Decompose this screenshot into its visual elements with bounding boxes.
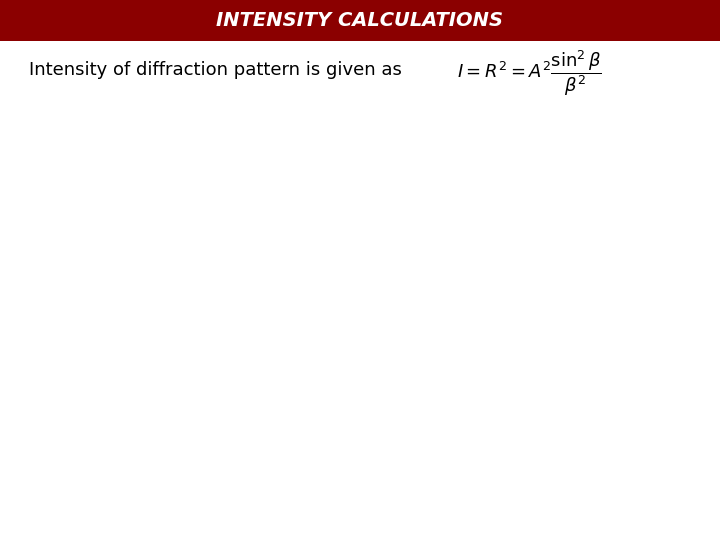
Text: $I = R^2 = A^2 \dfrac{\sin^2 \beta}{\beta^2}$: $I = R^2 = A^2 \dfrac{\sin^2 \beta}{\bet… — [457, 48, 602, 98]
Text: INTENSITY CALCULATIONS: INTENSITY CALCULATIONS — [217, 11, 503, 30]
FancyBboxPatch shape — [0, 0, 720, 40]
Text: Intensity of diffraction pattern is given as: Intensity of diffraction pattern is give… — [29, 61, 402, 79]
